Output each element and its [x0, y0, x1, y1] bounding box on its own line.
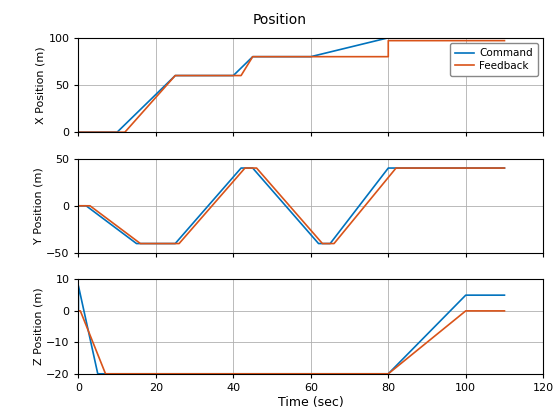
- Feedback: [172, 73, 179, 78]
- Feedback: [385, 38, 391, 43]
- Y-axis label: X Position (m): X Position (m): [36, 46, 45, 124]
- Command: [501, 35, 508, 40]
- X-axis label: Time (sec): Time (sec): [278, 396, 344, 409]
- Command: [114, 130, 120, 135]
- Legend: Command, Feedback: Command, Feedback: [450, 43, 538, 76]
- Feedback: [75, 130, 82, 135]
- Feedback: [172, 73, 179, 78]
- Command: [385, 35, 391, 40]
- Y-axis label: Z Position (m): Z Position (m): [33, 288, 43, 365]
- Feedback: [237, 73, 244, 78]
- Command: [385, 35, 391, 40]
- Command: [172, 73, 179, 78]
- Feedback: [501, 38, 508, 43]
- Feedback: [122, 130, 128, 135]
- Command: [307, 54, 314, 59]
- Line: Command: Command: [78, 38, 505, 132]
- Feedback: [385, 54, 391, 59]
- Command: [249, 54, 256, 59]
- Command: [75, 130, 82, 135]
- Feedback: [249, 54, 256, 59]
- Feedback: [319, 54, 326, 59]
- Command: [230, 73, 237, 78]
- Y-axis label: Y Position (m): Y Position (m): [33, 168, 43, 244]
- Text: Position: Position: [253, 13, 307, 26]
- Line: Feedback: Feedback: [78, 41, 505, 132]
- Command: [114, 130, 120, 135]
- Command: [172, 73, 179, 78]
- Command: [307, 54, 314, 59]
